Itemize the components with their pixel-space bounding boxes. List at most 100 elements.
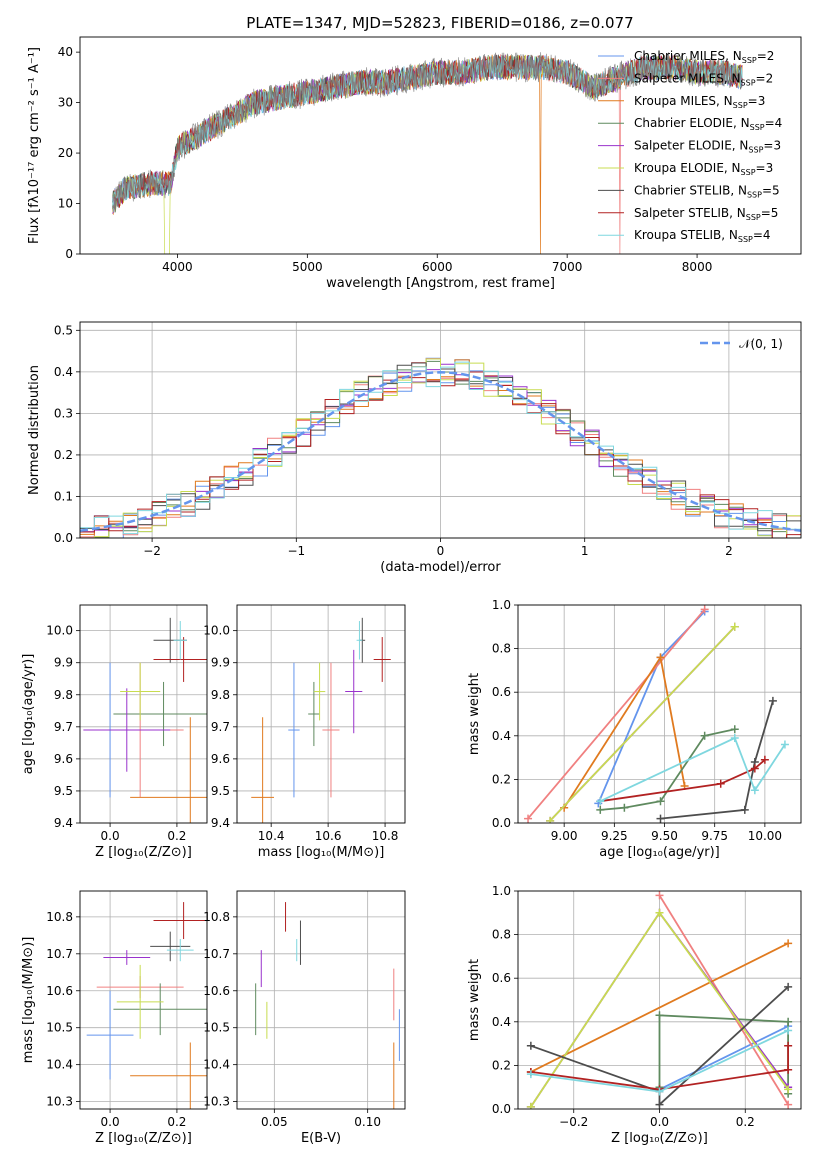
- salpeter_stelib-marker: [784, 1041, 793, 1050]
- mass_weight_vs_age-frame: [517, 604, 802, 824]
- y-tick-label: 0.6: [492, 685, 511, 699]
- y-tick-label: 0.4: [492, 1015, 511, 1029]
- kroupa_stelib-marker: [526, 1070, 535, 1079]
- x-tick-label: 0.0: [650, 1115, 669, 1129]
- kroupa_miles-marker: [784, 939, 793, 948]
- y-tick-label: 0.8: [492, 642, 511, 656]
- chabrier_elodie-marker: [730, 725, 739, 734]
- x-axis-label: (data-model)/error: [380, 560, 501, 575]
- y-tick-label: 1.0: [492, 598, 511, 612]
- x-tick-label: 0.2: [167, 829, 186, 843]
- y-tick-label: 40: [58, 45, 73, 59]
- x-tick-label: 0.10: [354, 1115, 381, 1129]
- y-tick-label: 10.3: [203, 1095, 230, 1109]
- y-tick-label: 0.3: [54, 406, 73, 420]
- chabrier_stelib-line: [530, 986, 789, 1107]
- age_vs_mass-frame: [236, 604, 406, 824]
- x-tick-label: 0.2: [736, 1115, 755, 1129]
- x-tick-label: 5000: [292, 260, 323, 274]
- legend-label: Chabrier MILES, NSSP=2: [634, 49, 774, 65]
- x-axis-label: Z [log₁₀(Z/Z⊙)]: [611, 1131, 708, 1146]
- spectrum-axes: [76, 51, 698, 258]
- clip-mass_weight_vs_age-plot: [524, 605, 789, 823]
- chabrier_stelib-marker: [655, 1100, 664, 1109]
- legend-label: Kroupa STELIB, NSSP=4: [634, 228, 771, 244]
- x-tick-label: 8000: [682, 260, 713, 274]
- salpeter_stelib-line: [600, 759, 766, 803]
- x-tick-label: 0.0: [101, 829, 120, 843]
- mass_weight_vs_Z-frame: [517, 890, 802, 1110]
- y-axis-label: age [log₁₀(age/yr)]: [21, 654, 36, 775]
- mass_weight_vs_Z-axes: [514, 890, 801, 1113]
- y-tick-label: 10.3: [46, 1095, 73, 1109]
- chabrier_stelib-marker: [784, 982, 793, 991]
- y-tick-label: 10.6: [203, 984, 230, 998]
- y-tick-label: 10.6: [46, 984, 73, 998]
- salpeter_miles-marker: [700, 605, 709, 614]
- observed-spectrum-line: [112, 52, 743, 213]
- y-tick-label: 9.6: [211, 752, 230, 766]
- x-tick-label: −2: [143, 544, 161, 558]
- clip-age_vs_mass-plot: [251, 617, 391, 823]
- y-axis-label: Normed distribution: [27, 365, 42, 495]
- x-axis-label: Z [log₁₀(Z/Z⊙)]: [95, 845, 192, 860]
- legend-label: Salpeter ELODIE, NSSP=3: [634, 139, 781, 155]
- figure-title: PLATE=1347, MJD=52823, FIBERID=0186, z=0…: [246, 14, 633, 32]
- kroupa_miles-marker: [656, 653, 665, 662]
- y-tick-label: 0.0: [492, 816, 511, 830]
- legend-label: Salpeter STELIB, NSSP=5: [634, 206, 778, 222]
- spectrum-frame: [79, 36, 802, 255]
- y-tick-label: 20: [58, 146, 73, 160]
- y-tick-label: 1.0: [492, 884, 511, 898]
- x-axis-label: E(B-V): [301, 1131, 341, 1146]
- x-tick-label: 10.8: [372, 829, 399, 843]
- kroupa_stelib-line: [599, 736, 786, 803]
- y-tick-label: 10.4: [46, 1058, 73, 1072]
- chabrier_stelib-marker: [740, 805, 749, 814]
- x-axis-label: mass [log₁₀(M/M⊙)]: [258, 845, 385, 860]
- normal-curve: [80, 371, 801, 532]
- kroupa_elodie-line: [549, 626, 736, 822]
- salpeter_stelib-marker: [716, 779, 725, 788]
- chabrier_stelib-marker: [656, 814, 665, 823]
- salpeter_stelib-marker: [760, 755, 769, 764]
- kroupa_stelib-histogram: [80, 361, 801, 535]
- y-tick-label: 0.0: [54, 531, 73, 545]
- kroupa_elodie-marker: [655, 908, 664, 917]
- x-tick-label: 10.4: [258, 829, 285, 843]
- y-tick-label: 10.5: [46, 1021, 73, 1035]
- kroupa_elodie-marker: [546, 816, 555, 823]
- y-tick-label: 10.5: [203, 1021, 230, 1035]
- legend-label: 𝒩(0, 1): [739, 337, 783, 351]
- y-tick-label: 10.7: [46, 947, 73, 961]
- chabrier_elodie-marker: [784, 1017, 793, 1026]
- x-tick-label: 9.50: [651, 829, 678, 843]
- clip-mass_weight_vs_Z-plot: [526, 891, 793, 1109]
- kroupa_stelib-marker: [750, 786, 759, 795]
- legend-label: Kroupa MILES, NSSP=3: [634, 94, 765, 110]
- y-tick-label: 10.7: [203, 947, 230, 961]
- x-axis-label: wavelength [Angstrom, rest frame]: [326, 276, 555, 291]
- legend-label: Chabrier STELIB, NSSP=5: [634, 183, 780, 199]
- chabrier_elodie-marker: [596, 805, 605, 814]
- kroupa_stelib-marker: [655, 1087, 664, 1096]
- y-tick-label: 10.4: [203, 1058, 230, 1072]
- age_vs_mass-axes: [233, 605, 405, 827]
- kroupa_miles-line: [563, 654, 686, 809]
- clip-age_vs_Z-plot: [83, 617, 207, 823]
- y-tick-label: 30: [58, 96, 73, 110]
- y-tick-label: 9.8: [54, 688, 73, 702]
- chabrier_elodie-marker: [620, 803, 629, 812]
- legend-label: Kroupa ELODIE, NSSP=3: [634, 161, 773, 177]
- x-tick-label: 2: [725, 544, 733, 558]
- x-tick-label: 0.2: [167, 1115, 186, 1129]
- x-tick-label: 0.0: [101, 1115, 120, 1129]
- y-tick-label: 9.8: [211, 688, 230, 702]
- y-tick-label: 0.5: [54, 323, 73, 337]
- x-tick-label: 4000: [162, 260, 193, 274]
- salpeter_miles-marker: [784, 1100, 793, 1109]
- y-tick-label: 9.5: [54, 784, 73, 798]
- chabrier_miles-line: [659, 1025, 789, 1091]
- kroupa_stelib-marker: [780, 740, 789, 749]
- kroupa_elodie-marker: [526, 1102, 535, 1109]
